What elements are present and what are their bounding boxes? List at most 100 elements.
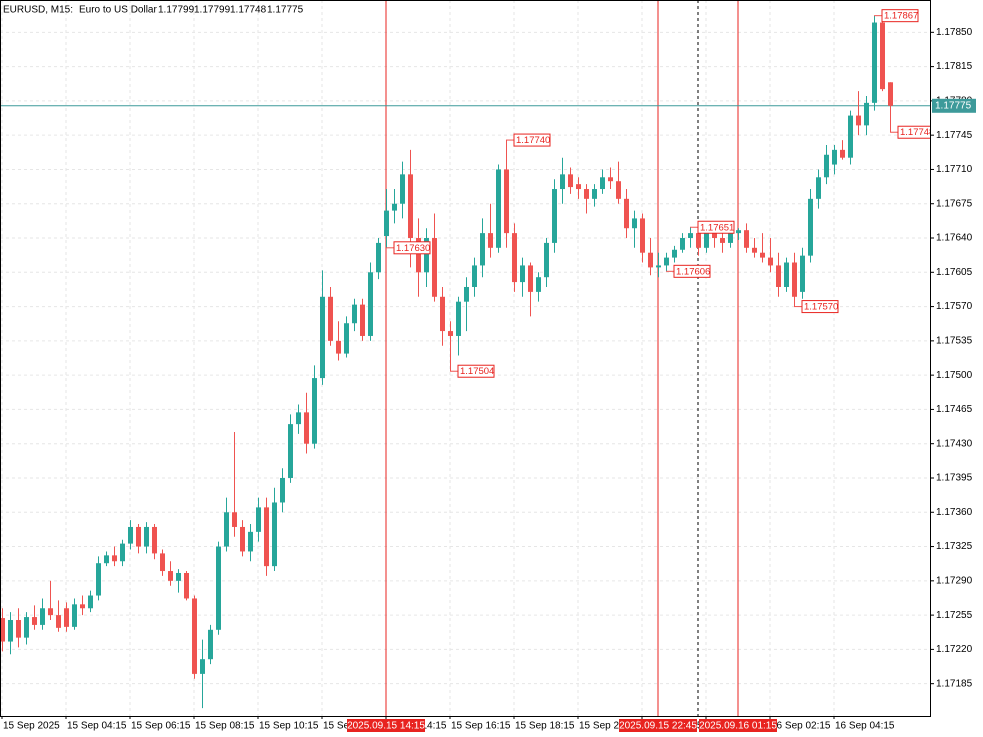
candle-body (768, 257, 773, 266)
candle-body (88, 595, 93, 609)
y-tick-label: 1.17570 (936, 301, 973, 312)
candle-body (184, 572, 189, 599)
price-label: 1.17504 (460, 366, 494, 377)
x-tick-label: 15 Sep 20:15 (579, 721, 639, 732)
candle-body (848, 115, 853, 158)
candle-body (408, 174, 413, 239)
candle-body (360, 304, 365, 336)
candle-body (24, 617, 29, 638)
candle-body (552, 189, 557, 243)
candle-body (64, 608, 69, 627)
candle-body (152, 526, 157, 554)
y-tick-label: 1.17430 (936, 438, 973, 449)
candle-body (120, 543, 125, 562)
candle-body (520, 265, 525, 283)
candle-body (624, 198, 629, 229)
candle-body (480, 233, 485, 266)
candle-body (224, 512, 229, 547)
candle-body (328, 296, 333, 341)
candle-body (304, 412, 309, 444)
candle-body (872, 22, 877, 103)
candle-body (176, 572, 181, 581)
price-label: 1.17651 (700, 222, 734, 233)
plot-border (0, 0, 931, 717)
candle-body (792, 262, 797, 297)
price-label-box (897, 125, 931, 139)
ohlc-high: 1.17799 (194, 5, 231, 16)
candle-body (544, 242, 549, 278)
vertical-line-label: 2025.09.15 14:15 (347, 721, 425, 732)
candle-body (320, 296, 325, 379)
candle-body (104, 555, 109, 564)
candle-body (160, 553, 165, 572)
candle-body (888, 82, 893, 106)
candle-body (664, 257, 669, 266)
candle-body (144, 526, 149, 547)
y-tick-label: 1.17850 (936, 27, 973, 38)
price-label: 1.17867 (884, 11, 918, 22)
price-label-box (457, 364, 495, 378)
price-label-box (673, 264, 711, 278)
candle-body (16, 620, 21, 638)
candle-body (640, 218, 645, 253)
candle-body (648, 252, 653, 268)
candle-body (72, 604, 77, 627)
candle-body (816, 177, 821, 199)
y-tick-label: 1.17255 (936, 610, 973, 621)
candle-body (440, 296, 445, 332)
candle-body (400, 174, 405, 204)
price-label-box (881, 9, 919, 23)
candle-body (168, 571, 173, 581)
y-tick-label: 1.17325 (936, 541, 973, 552)
candle-body (528, 265, 533, 292)
candle-body (728, 233, 733, 243)
candle-body (112, 555, 117, 562)
candle-body (752, 247, 757, 253)
candle-body (824, 154, 829, 178)
candle-body (312, 378, 317, 444)
price-label: 1.17740 (516, 135, 550, 146)
ohlc-open: 1.17799 (158, 5, 195, 16)
candle-body (608, 177, 613, 182)
candle-body (704, 233, 709, 248)
x-tick-label: 15 Sep 18:15 (515, 721, 575, 732)
candle-body (840, 149, 845, 158)
candle-body (576, 184, 581, 190)
candle-body (376, 242, 381, 273)
price-label: 1.17606 (676, 266, 710, 277)
price-label: 1.17748 (900, 127, 934, 138)
candle-body (48, 608, 53, 616)
y-tick-label: 1.17290 (936, 575, 973, 586)
x-tick-label: 15 Sep 10:15 (259, 721, 319, 732)
x-tick-label: 15 Sep 08:15 (195, 721, 255, 732)
vertical-line-label: 2025.09.16 01:15 (699, 721, 777, 732)
candle-body (736, 230, 741, 234)
vertical-line-label-box (699, 719, 777, 732)
candle-body (248, 531, 253, 552)
candle-body (512, 233, 517, 283)
x-tick-label: 15 Sep 06:15 (131, 721, 191, 732)
candle-body (200, 659, 205, 674)
candle-body (8, 620, 13, 642)
candle-body (232, 512, 237, 527)
candle-body (352, 304, 357, 324)
candle-body (240, 526, 245, 552)
price-label-box (513, 133, 551, 147)
candle-body (784, 262, 789, 287)
candle-body (656, 265, 661, 268)
candle-body (280, 477, 285, 503)
y-tick-label: 1.17185 (936, 678, 973, 689)
candle-body (496, 169, 501, 248)
y-tick-label: 1.17710 (936, 164, 973, 175)
candle-body (680, 238, 685, 250)
candle-body (208, 629, 213, 660)
price-label: 1.17570 (804, 302, 838, 313)
candle-body (504, 169, 509, 234)
y-tick-label: 1.17360 (936, 507, 973, 518)
candle-body (672, 249, 677, 258)
price-label: 1.17630 (396, 243, 430, 254)
vertical-line-label-box (619, 719, 697, 732)
candle-body (560, 174, 565, 190)
y-tick-label: 1.17745 (936, 130, 973, 141)
